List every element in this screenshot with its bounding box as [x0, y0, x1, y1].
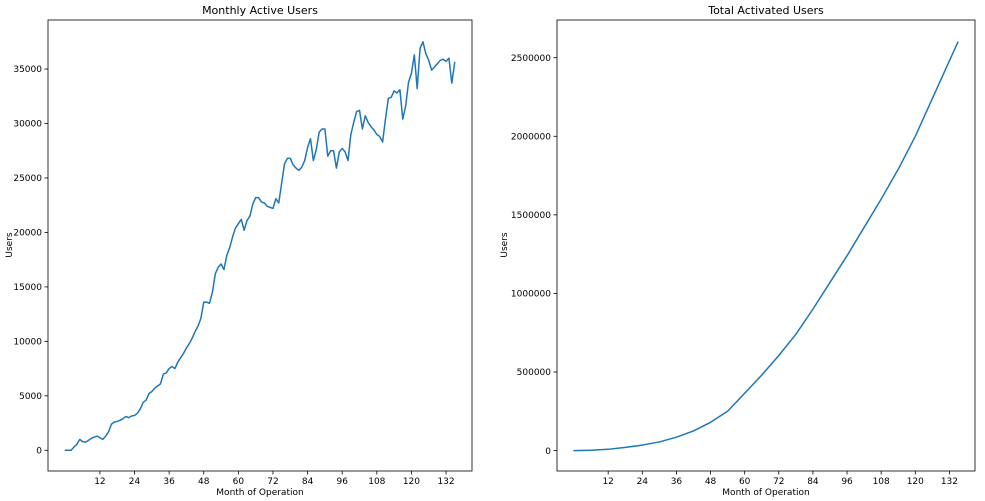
y-tick-label: 1500000 — [511, 211, 551, 221]
x-tick-label: 24 — [129, 477, 141, 487]
chart-title: Monthly Active Users — [202, 4, 318, 17]
x-tick-label: 132 — [437, 477, 454, 487]
y-axis-label: Users — [500, 232, 510, 258]
y-tick-label: 5000 — [19, 392, 42, 402]
x-tick-label: 84 — [807, 477, 819, 487]
x-tick-label: 36 — [163, 477, 175, 487]
series-line — [64, 41, 456, 452]
x-tick-label: 12 — [94, 477, 105, 487]
x-tick-label: 72 — [773, 477, 784, 487]
y-tick-label: 35000 — [13, 65, 42, 75]
x-tick-label: 48 — [705, 477, 717, 487]
x-tick-label: 84 — [302, 477, 314, 487]
x-tick-label: 60 — [739, 477, 751, 487]
x-tick-label: 48 — [198, 477, 210, 487]
y-tick-label: 2000000 — [511, 132, 551, 142]
x-axis-label: Month of Operation — [722, 488, 809, 498]
y-tick-label: 30000 — [13, 120, 42, 130]
x-ticks: 12 24 36 48 60 72 84 96 108 120 132 — [602, 471, 958, 487]
x-tick-label: 96 — [841, 477, 853, 487]
x-axis-label: Month of Operation — [216, 488, 303, 498]
y-axis-label: Users — [5, 232, 15, 258]
x-tick-label: 72 — [267, 477, 278, 487]
x-tick-label: 108 — [368, 477, 385, 487]
y-tick-label: 0 — [545, 447, 551, 457]
chart-title: Total Activated Users — [707, 4, 824, 17]
series-group — [64, 41, 456, 452]
x-tick-label: 108 — [873, 477, 890, 487]
y-tick-label: 500000 — [517, 368, 552, 378]
y-tick-label: 20000 — [13, 229, 42, 239]
y-tick-label: 10000 — [13, 338, 42, 348]
y-ticks: 0 5000 10000 15000 20000 25000 30000 35000 — [13, 65, 48, 457]
chart-total-activated-users: Total Activated Users Month of Operation… — [500, 4, 976, 498]
x-tick-label: 96 — [336, 477, 348, 487]
y-tick-label: 0 — [36, 447, 42, 457]
y-tick-label: 15000 — [13, 283, 42, 293]
x-tick-label: 120 — [403, 477, 420, 487]
x-ticks: 12 24 36 48 60 72 84 96 108 120 132 — [94, 471, 455, 487]
y-tick-label: 2500000 — [511, 54, 551, 64]
plot-area — [47, 19, 473, 472]
chart-monthly-active-users: Monthly Active Users Month of Operation … — [5, 4, 473, 498]
x-tick-label: 60 — [233, 477, 245, 487]
x-tick-label: 120 — [907, 477, 924, 487]
y-tick-label: 25000 — [13, 174, 42, 184]
y-tick-label: 1000000 — [511, 290, 551, 300]
plot-area — [556, 19, 976, 472]
series-group — [573, 41, 959, 452]
x-tick-label: 12 — [602, 477, 613, 487]
x-tick-label: 132 — [941, 477, 958, 487]
x-tick-label: 36 — [671, 477, 683, 487]
series-line — [573, 41, 959, 452]
y-ticks: 0 500000 1000000 1500000 2000000 2500000 — [511, 54, 557, 457]
x-tick-label: 24 — [637, 477, 649, 487]
